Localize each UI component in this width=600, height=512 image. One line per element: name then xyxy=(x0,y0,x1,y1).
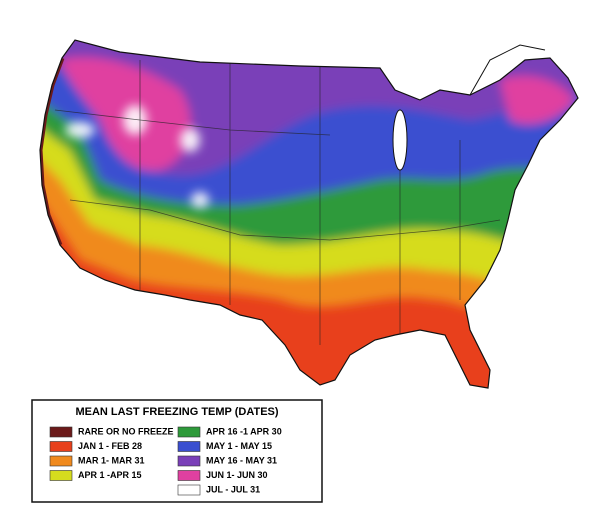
legend-swatch xyxy=(177,441,201,452)
legend-title: MEAN LAST FREEZING TEMP (DATES) xyxy=(75,406,278,418)
legend-swatch xyxy=(177,484,201,496)
legend-label: MAY 1 - MAY 15 xyxy=(206,441,272,451)
legend-swatch xyxy=(49,441,73,452)
legend-label: APR 1 -APR 15 xyxy=(78,470,142,480)
us-outline xyxy=(39,39,579,389)
canada-border xyxy=(469,44,546,96)
map-fill xyxy=(40,40,578,388)
legend-label: JUL - JUL 31 xyxy=(206,484,260,494)
lake-michigan xyxy=(392,109,408,171)
legend-swatch xyxy=(177,426,201,438)
legend-label: JAN 1 - FEB 28 xyxy=(78,441,142,451)
legend-swatch xyxy=(177,470,201,481)
legend-swatch xyxy=(177,455,201,467)
legend-items: RARE OR NO FREEZE JAN 1 - FEB 28 MAR 1- MA… xyxy=(49,426,282,496)
legend-box xyxy=(31,399,323,503)
legend-label: RARE OR NO FREEZE xyxy=(78,426,174,436)
legend-swatch xyxy=(49,426,73,438)
legend-swatch xyxy=(49,455,73,467)
legend-label: JUN 1- JUN 30 xyxy=(206,470,268,480)
legend-label: MAY 16 - MAY 31 xyxy=(206,455,277,465)
legend-swatch xyxy=(49,470,73,481)
legend-label: APR 16 -1 APR 30 xyxy=(206,426,282,436)
legend-label: MAR 1- MAR 31 xyxy=(78,455,145,465)
